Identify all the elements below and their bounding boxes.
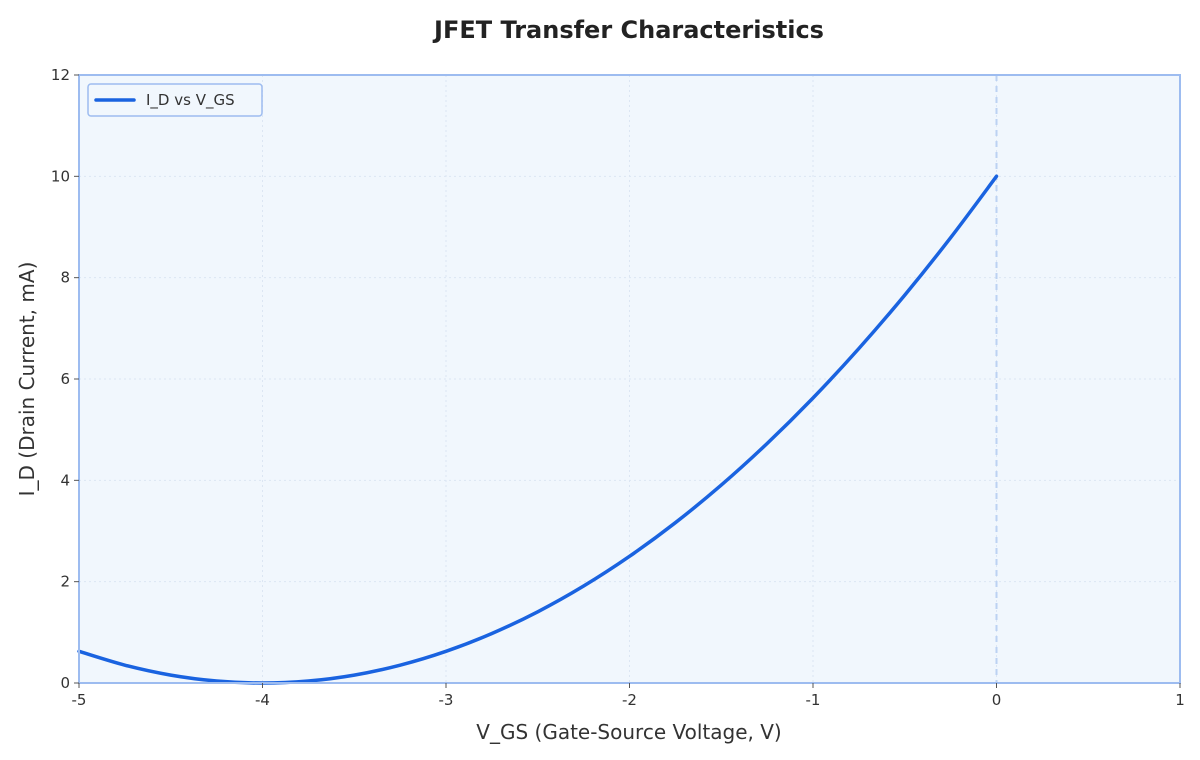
y-axis-ticks: 0 2 4 6 8 10 12 [51, 66, 79, 692]
x-tick-label: -1 [806, 691, 821, 709]
x-tick-label: -2 [622, 691, 637, 709]
x-axis-ticks: -5 -4 -3 -2 -1 0 1 [72, 683, 1185, 709]
x-tick-label: 1 [1175, 691, 1185, 709]
y-tick-label: 0 [60, 674, 70, 692]
legend-box [87, 83, 263, 117]
x-tick-label: -4 [255, 691, 270, 709]
x-tick-label: -5 [72, 691, 87, 709]
chart-title: JFET Transfer Characteristics [432, 16, 824, 44]
y-tick-label: 8 [60, 269, 70, 287]
y-tick-label: 6 [60, 370, 70, 388]
y-axis-label: I_D (Drain Current, mA) [15, 262, 39, 497]
x-tick-label: 0 [992, 691, 1002, 709]
y-tick-label: 10 [51, 167, 70, 185]
x-tick-label: -3 [439, 691, 454, 709]
legend-entry-label: I_D vs V_GS [146, 91, 235, 110]
y-tick-label: 2 [60, 573, 70, 591]
y-tick-label: 4 [60, 471, 70, 489]
x-axis-label: V_GS (Gate-Source Voltage, V) [476, 720, 781, 744]
y-tick-label: 12 [51, 66, 70, 84]
legend: I_D vs V_GS [87, 83, 263, 117]
